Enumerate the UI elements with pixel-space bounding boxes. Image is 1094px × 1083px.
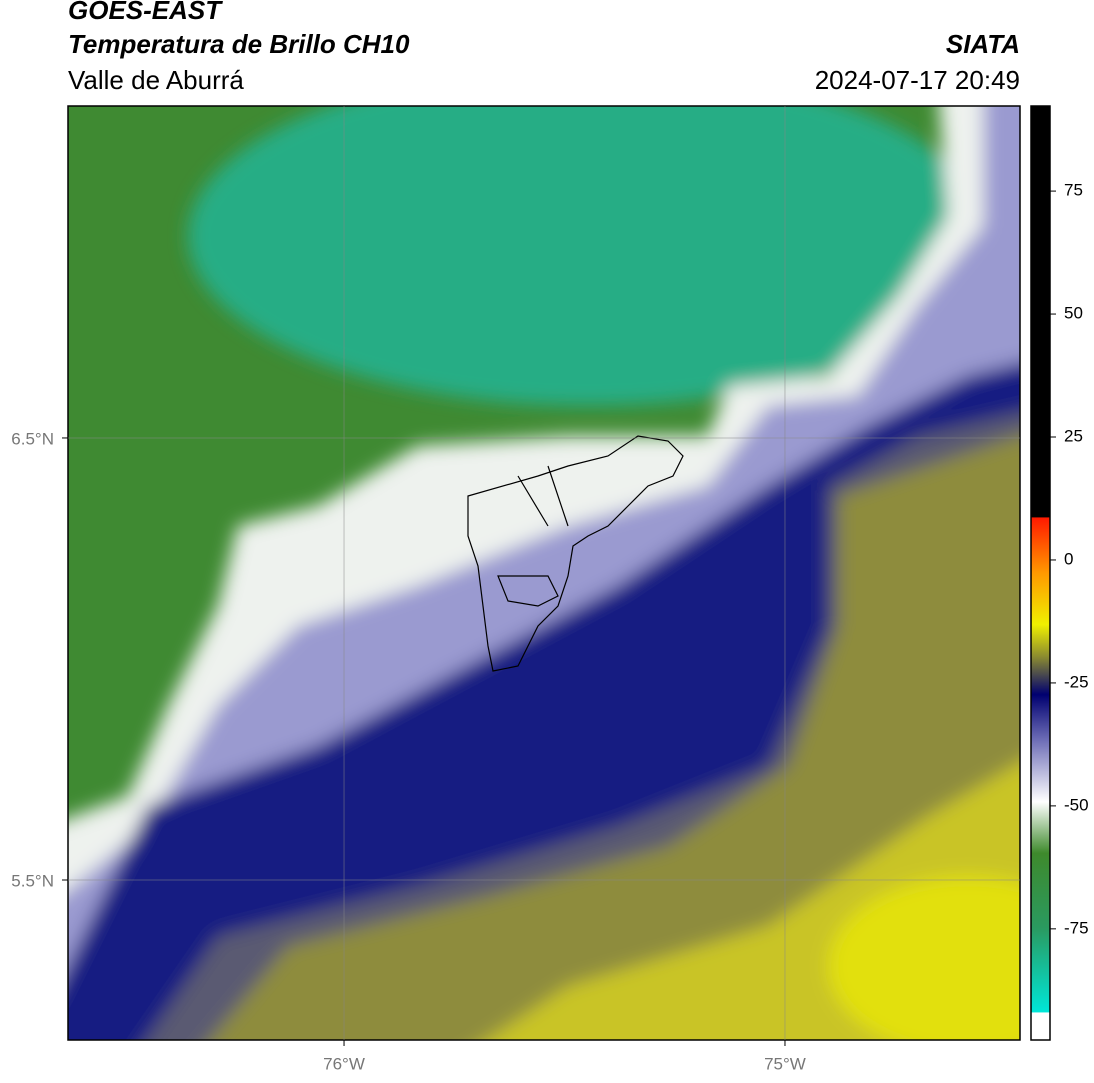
x-tick-label: 75°W [764, 1054, 806, 1073]
satellite-image [68, 106, 1020, 1040]
y-tick-label: 6.5°N [11, 429, 54, 448]
region: Valle de Aburrá [68, 65, 244, 95]
colorbar [1030, 105, 1051, 1041]
colorbar-tick-label: -75 [1064, 918, 1089, 937]
colorbar-tick-label: 0 [1064, 549, 1073, 568]
colorbar-tick-label: 50 [1064, 304, 1083, 323]
y-tick-label: 5.5°N [11, 871, 54, 890]
map-frame [67, 105, 1021, 1041]
datetime: 2024-07-17 20:49 [815, 65, 1020, 95]
colorbar-tick-label: 25 [1064, 426, 1083, 445]
x-tick-label: 76°W [323, 1054, 365, 1073]
source: SIATA [946, 29, 1020, 59]
subtitle: Temperatura de Brillo CH10 [68, 29, 410, 59]
title: GOES-EAST [68, 0, 223, 25]
colorbar-tick-label: -50 [1064, 795, 1089, 814]
colorbar-tick-label: 75 [1064, 181, 1083, 200]
colorbar-tick-label: -25 [1064, 672, 1089, 691]
